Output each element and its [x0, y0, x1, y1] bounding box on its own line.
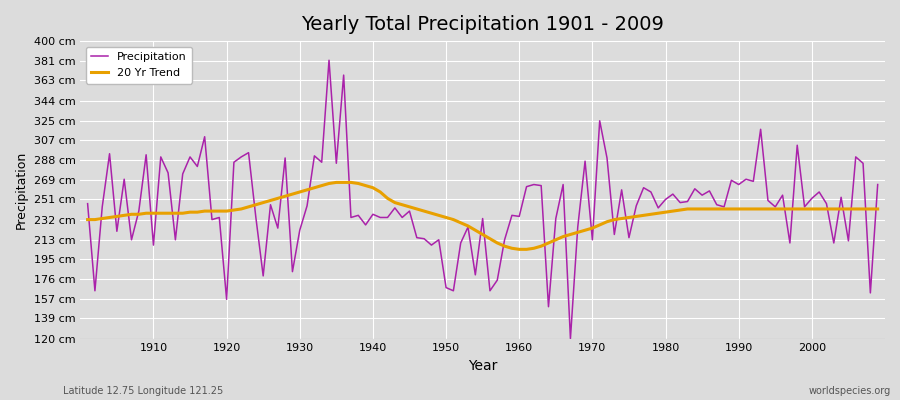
Precipitation [353, 213, 364, 218]
20 Yr Trend [528, 246, 539, 251]
Text: worldspecies.org: worldspecies.org [809, 386, 891, 396]
20 Yr Trend [616, 216, 627, 221]
20 Yr Trend [140, 211, 151, 216]
Precipitation [521, 184, 532, 189]
20 Yr Trend [872, 206, 883, 211]
Precipitation [82, 201, 93, 206]
X-axis label: Year: Year [468, 359, 498, 373]
20 Yr Trend [82, 217, 93, 222]
Line: Precipitation: Precipitation [87, 60, 878, 338]
Legend: Precipitation, 20 Yr Trend: Precipitation, 20 Yr Trend [86, 47, 193, 84]
Text: Latitude 12.75 Longitude 121.25: Latitude 12.75 Longitude 121.25 [63, 386, 223, 396]
Precipitation [302, 203, 312, 208]
20 Yr Trend [521, 247, 532, 252]
20 Yr Trend [514, 247, 525, 252]
Y-axis label: Precipitation: Precipitation [15, 151, 28, 229]
Title: Yearly Total Precipitation 1901 - 2009: Yearly Total Precipitation 1901 - 2009 [302, 15, 664, 34]
Precipitation [514, 214, 525, 219]
20 Yr Trend [331, 180, 342, 185]
20 Yr Trend [353, 181, 364, 186]
Precipitation [565, 336, 576, 341]
Precipitation [872, 182, 883, 187]
Precipitation [140, 152, 151, 157]
Line: 20 Yr Trend: 20 Yr Trend [87, 182, 878, 249]
20 Yr Trend [302, 188, 312, 192]
Precipitation [324, 58, 335, 63]
Precipitation [616, 188, 627, 192]
